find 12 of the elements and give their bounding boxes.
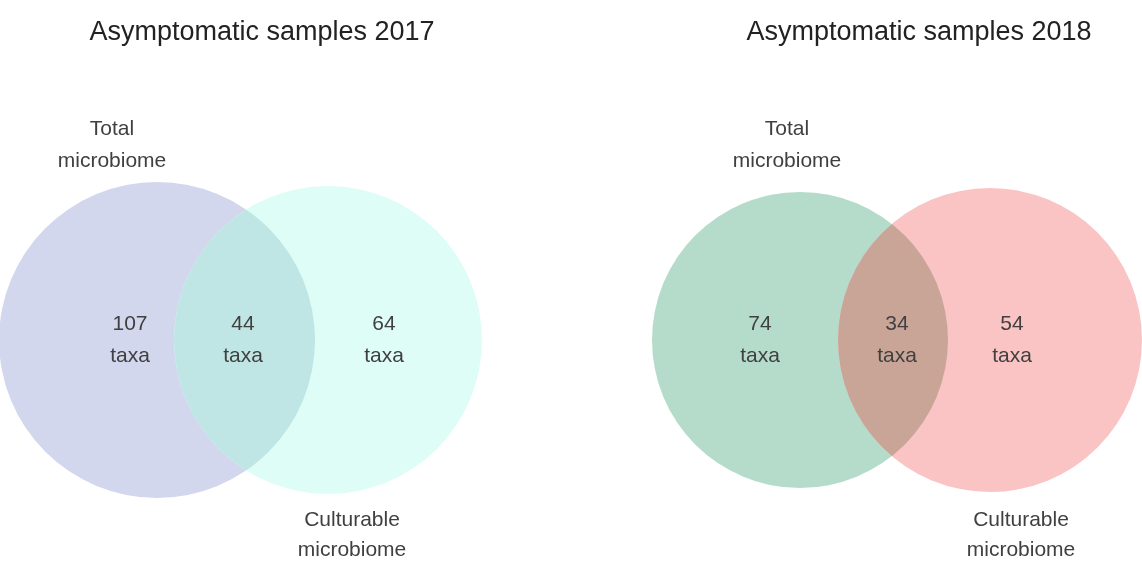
category-label: Culturable microbiome: [966, 507, 1076, 560]
text: Asymptomatic samples 2018: [746, 16, 1092, 46]
data-label: 107 taxa: [110, 311, 151, 366]
category-label: Culturable microbiome: [297, 507, 407, 560]
data-label: 74 taxa: [740, 311, 781, 366]
category-label: Total microbiome: [57, 116, 167, 171]
data-label: 54 taxa: [992, 311, 1033, 366]
data-label: 34 taxa: [877, 311, 918, 366]
data-label: 64 taxa: [364, 311, 405, 366]
category-label: Total microbiome: [732, 116, 842, 171]
data-label: 44 taxa: [223, 311, 264, 366]
text: Asymptomatic samples 2017: [89, 16, 435, 46]
